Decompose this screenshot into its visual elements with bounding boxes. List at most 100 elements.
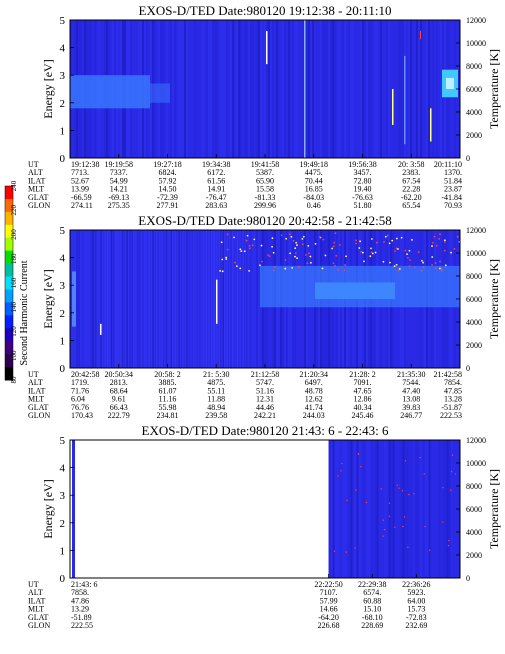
spectrogram-column <box>88 230 90 368</box>
y-tick-label: 3 <box>60 70 66 82</box>
colorbar-swatch <box>5 224 13 239</box>
panel-title: EXOS-D/TED Date:980120 19:12:38 - 20:11:… <box>139 3 392 18</box>
spectrogram-column <box>446 440 449 578</box>
y2-tick-label: 4000 <box>466 528 482 537</box>
ephemeris-value-glon: 283.63 <box>205 201 227 210</box>
ephemeris-value-alt: 2383. <box>402 168 420 177</box>
ephemeris-label-glat: GLAT <box>28 613 49 622</box>
temperature-dot <box>248 244 251 247</box>
ephemeris-value-mlt: 13.08 <box>402 395 420 404</box>
temperature-dot <box>268 255 271 258</box>
ephemeris-value-ilat: 64.00 <box>407 596 425 605</box>
y2-tick-label: 10000 <box>466 249 486 258</box>
ephemeris-value-ut: 22:36:26 <box>402 580 430 589</box>
bright-stripe <box>127 230 130 368</box>
spectrogram-column <box>328 440 331 578</box>
spectrogram-column <box>420 440 423 578</box>
spectrogram-column <box>178 230 180 368</box>
y2-tick-label: 10000 <box>466 39 486 48</box>
spectrogram-column <box>342 440 345 578</box>
temperature-dot <box>409 259 411 261</box>
ephemeris-value-alt: 5387. <box>256 168 274 177</box>
temperature-dot <box>309 255 312 258</box>
y2-tick-label: 2000 <box>466 341 482 350</box>
ephemeris-label-mlt: MLT <box>28 395 44 404</box>
spectrogram-column <box>180 20 182 158</box>
bright-stripe <box>182 230 184 368</box>
ephemeris-value-ut: 20:58: 2 <box>154 370 180 379</box>
ephemeris-value-alt: 6172. <box>207 168 225 177</box>
spectrogram-column <box>370 440 373 578</box>
spectrogram-column <box>426 440 429 578</box>
temperature-dot <box>408 493 410 496</box>
ephemeris-value-ut: 22:22:50 <box>314 580 342 589</box>
colorbar-swatch <box>5 250 13 265</box>
temperature-dot <box>345 255 347 258</box>
spectrogram-column <box>168 230 170 368</box>
spectrogram-column <box>418 20 420 158</box>
ephemeris-value-ilat: 57.99 <box>320 596 338 605</box>
temperature-dot <box>395 237 398 240</box>
ephemeris-value-glon: 275.35 <box>108 201 130 210</box>
spectrogram-column <box>404 440 407 578</box>
colorbar-label: Second Harmonic Current <box>19 260 30 365</box>
spectrogram-column <box>236 20 238 158</box>
temperature-dot <box>404 249 407 252</box>
ephemeris-value-glon: 246.77 <box>400 411 422 420</box>
spectrogram-column <box>336 440 339 578</box>
ephemeris-value-glon: 299.96 <box>254 201 276 210</box>
spectrogram-column <box>442 440 445 578</box>
spectrogram <box>72 440 460 578</box>
temperature-dot <box>374 251 377 254</box>
ephemeris-value-ut: 20: 3:58 <box>398 160 424 169</box>
temperature-dot <box>451 454 454 456</box>
temperature-dot <box>393 265 396 268</box>
ephemeris-label-ut: UT <box>28 370 39 379</box>
spectrogram-column <box>284 20 286 158</box>
temperature-dot <box>431 245 433 247</box>
ephemeris-value-alt: 7713. <box>71 168 89 177</box>
temperature-dot <box>332 262 335 265</box>
ephemeris-label-mlt: MLT <box>28 605 44 614</box>
temperature-dot <box>240 250 243 253</box>
temperature-dot <box>371 252 374 255</box>
temperature-dot <box>376 241 378 244</box>
temperature-dot <box>397 248 399 250</box>
temperature-dot <box>439 233 441 236</box>
colorbar-tick-label: 180 <box>10 253 18 264</box>
ephemeris-value-glon: 222.79 <box>108 411 130 420</box>
spectrogram-column <box>230 230 232 368</box>
ephemeris-value-glon: 274.11 <box>71 201 93 210</box>
spectrogram-column <box>400 440 403 578</box>
temperature-dot <box>260 244 263 247</box>
bright-stripe <box>101 230 104 368</box>
ephemeris-value-ut: 19:19:58 <box>105 160 133 169</box>
temperature-dot <box>324 254 327 257</box>
spectrogram-column <box>344 440 347 578</box>
spectrogram-column <box>392 440 395 578</box>
bright-stripe <box>198 230 200 368</box>
spectrogram-column <box>324 20 326 158</box>
temperature-dot <box>292 239 295 242</box>
temperature-dot <box>296 244 298 247</box>
spectrogram-column <box>248 20 250 158</box>
spectrogram-column <box>246 20 248 158</box>
ephemeris-value-alt: 5923. <box>407 588 425 597</box>
panel-title: EXOS-D/TED Date:980120 20:42:58 - 21:42:… <box>138 213 391 228</box>
temperature-dot <box>267 254 269 256</box>
spectrogram-column <box>330 440 333 578</box>
ephemeris-value-alt: 3457. <box>354 168 372 177</box>
temperature-dot <box>450 471 453 473</box>
spectrogram-column <box>80 230 82 368</box>
temperature-dot <box>431 241 434 244</box>
ephemeris-value-alt: 7544. <box>402 378 420 387</box>
y2-tick-label: 4000 <box>466 318 482 327</box>
bright-stripe <box>125 230 127 368</box>
ephemeris-value-alt: 7854. <box>444 378 462 387</box>
spectrogram-column <box>416 440 419 578</box>
spectrogram-column <box>214 20 216 158</box>
spectrogram-column <box>246 230 248 368</box>
temperature-dot <box>221 258 224 261</box>
ephemeris-value-glon: 277.91 <box>157 201 179 210</box>
temperature-dot <box>408 249 411 252</box>
